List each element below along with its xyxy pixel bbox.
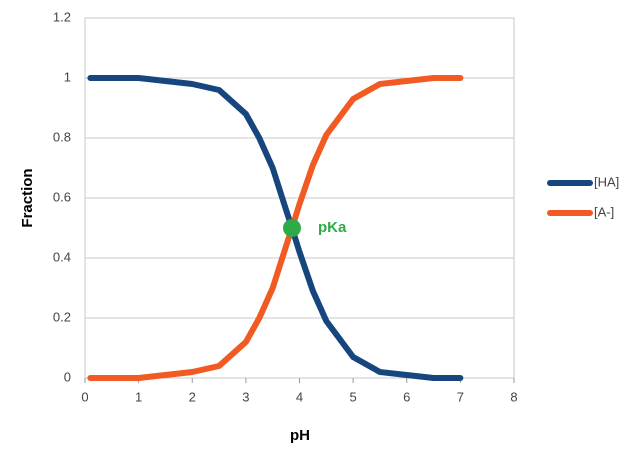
y-tick-label: 1.2 [53,9,71,24]
x-tick-label: 4 [296,389,303,404]
x-tick-label: 8 [510,389,517,404]
y-tick-label: 0.2 [53,309,71,324]
y-tick-label: 1 [64,69,71,84]
y-tick-label: 0 [64,369,71,384]
y-tick-label: 0.8 [53,129,71,144]
x-tick-label: 3 [242,389,249,404]
x-tick-label: 0 [81,389,88,404]
legend-label: [A-] [594,204,614,219]
x-axis-title: pH [290,427,310,444]
annotation-label: pKa [318,219,347,236]
pka-marker [282,219,301,237]
legend-label: [HA] [594,174,619,189]
x-tick-label: 2 [189,389,196,404]
series-line [87,75,464,381]
x-tick-label: 7 [457,389,464,404]
y-tick-label: 0.4 [53,249,71,264]
x-tick-label: 1 [135,389,142,404]
x-tick-label: 5 [350,389,357,404]
x-tick-label: 6 [403,389,410,404]
y-axis-title: Fraction [19,168,36,227]
y-tick-label: 0.6 [53,189,71,204]
series-line [87,75,464,381]
